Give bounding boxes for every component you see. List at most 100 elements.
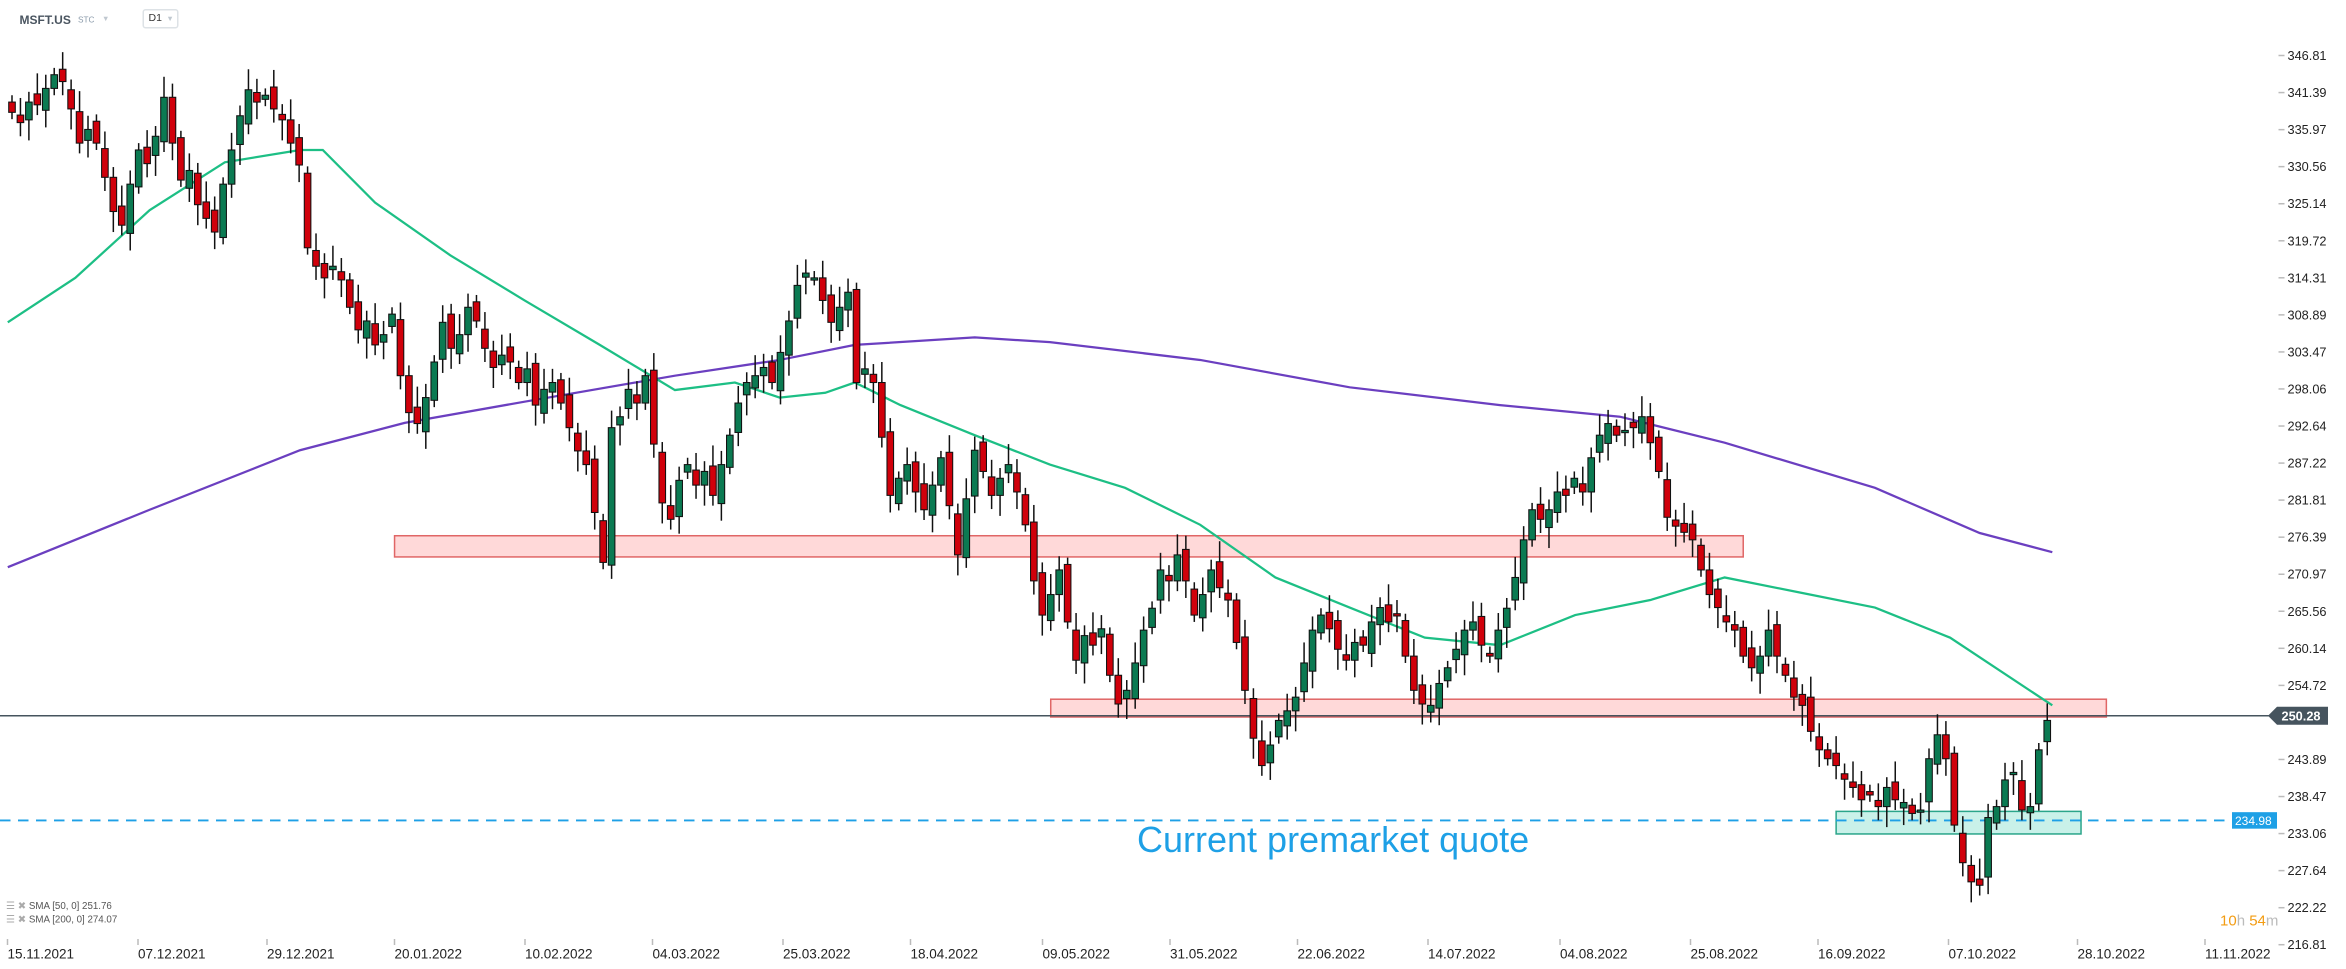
candle-body: [421, 397, 430, 433]
close-icon[interactable]: ✖: [17, 901, 26, 913]
candle-body: [590, 458, 599, 514]
candle-down: [143, 130, 151, 178]
candle-up: [2009, 762, 2018, 795]
legend-sma200[interactable]: ☰ ✖ SMA [200, 0] 274.07: [6, 914, 117, 926]
candle-body: [2034, 749, 2043, 805]
candle-up: [540, 368, 548, 424]
candle-body: [1072, 629, 1080, 661]
candle-up: [1426, 684, 1435, 723]
y-tick-label: 270.97: [2288, 567, 2327, 582]
chevron-down-icon[interactable]: ▼: [102, 15, 110, 24]
candle-up: [2026, 792, 2035, 830]
x-tick-label: 07.12.2021: [138, 947, 206, 962]
candle-down: [1840, 763, 1849, 800]
candle-body: [1663, 479, 1672, 518]
y-tick-label: 319.72: [2288, 233, 2327, 248]
candle-down: [573, 422, 582, 472]
candle-down: [1654, 430, 1663, 479]
candle-down: [1849, 761, 1857, 798]
candle-body: [1198, 594, 1207, 619]
candle-body: [1975, 878, 1984, 886]
candle-up: [641, 368, 650, 410]
candle-down: [1891, 761, 1900, 811]
candle-body: [329, 265, 337, 271]
candle-body: [726, 434, 734, 468]
x-tick-label: 20.01.2022: [395, 947, 463, 962]
candle-body: [1840, 773, 1849, 780]
settings-icon[interactable]: ☰: [6, 901, 15, 913]
y-tick-label: 260.14: [2288, 641, 2327, 656]
candle-down: [92, 114, 101, 150]
settings-icon[interactable]: ☰: [6, 915, 15, 926]
candle-down: [1325, 595, 1334, 643]
candle-body: [244, 89, 253, 125]
candle-down: [869, 364, 878, 404]
x-tick-label: 25.03.2022: [783, 947, 851, 962]
candle-up: [1046, 574, 1055, 631]
candle-up: [185, 153, 194, 202]
candle-body: [894, 477, 903, 505]
candle-up: [1097, 615, 1106, 655]
candle-up: [861, 351, 869, 388]
candle-body: [1806, 696, 1815, 732]
candle-body: [295, 137, 303, 166]
candle-body: [1325, 611, 1334, 630]
candle-up: [1933, 714, 1942, 775]
candle-body: [709, 465, 717, 496]
candle-down: [1697, 538, 1705, 577]
candle-up: [810, 271, 819, 286]
candle-down: [1030, 504, 1038, 595]
candle-down: [202, 181, 211, 229]
candle-down: [1671, 509, 1680, 547]
candle-up: [151, 126, 160, 176]
candle-body: [1739, 626, 1748, 657]
candle-body: [1097, 628, 1106, 638]
candle-up: [1274, 713, 1283, 744]
y-tick-label: 314.31: [2288, 270, 2327, 285]
timeframe-select[interactable]: D1 ▼: [142, 9, 179, 29]
candle-body: [1367, 621, 1376, 654]
candle-down: [768, 355, 776, 390]
symbol-name[interactable]: MSFT.US: [19, 13, 71, 28]
candle-up: [1621, 413, 1629, 447]
candle-body: [1638, 416, 1646, 434]
candle-down: [1165, 565, 1173, 602]
candle-down: [1612, 419, 1621, 443]
candle-body: [1426, 704, 1435, 713]
candle-body: [1705, 569, 1714, 596]
resistance-zone: [393, 534, 1744, 558]
candle-body: [430, 361, 439, 401]
candle-down: [945, 435, 954, 520]
candle-body: [1773, 624, 1781, 657]
legend-sma50[interactable]: ☰ ✖ SMA [50, 0] 251.76: [6, 900, 112, 913]
candle-body: [751, 375, 759, 389]
candle-down: [531, 353, 540, 426]
candle-down: [1578, 466, 1587, 506]
candle-body: [117, 205, 126, 226]
candle-down: [1790, 660, 1798, 711]
y-tick-label: 238.47: [2288, 789, 2327, 804]
candle-body: [1384, 604, 1393, 623]
candle-body: [1764, 629, 1773, 657]
candle-up: [1139, 616, 1148, 683]
candle-body: [447, 313, 455, 349]
candle-body: [1249, 698, 1258, 739]
x-tick-label: 16.09.2022: [1818, 947, 1886, 962]
candle-up: [362, 310, 371, 359]
candle-body: [573, 432, 582, 452]
candle-down: [1258, 720, 1266, 776]
candle-up: [329, 245, 337, 280]
candle-down: [1418, 674, 1427, 725]
candle-down: [117, 185, 126, 236]
candle-down: [1342, 634, 1351, 671]
close-icon[interactable]: ✖: [17, 915, 26, 926]
candle-down: [1114, 658, 1123, 718]
candle-body: [75, 111, 84, 144]
candle-up: [1291, 686, 1300, 732]
y-tick-label: 265.56: [2288, 604, 2327, 619]
legend-label: SMA [50, 0] 251.76: [28, 901, 112, 913]
candle-body: [1435, 682, 1444, 709]
candle-body: [109, 176, 118, 213]
candle-body: [1165, 574, 1173, 582]
